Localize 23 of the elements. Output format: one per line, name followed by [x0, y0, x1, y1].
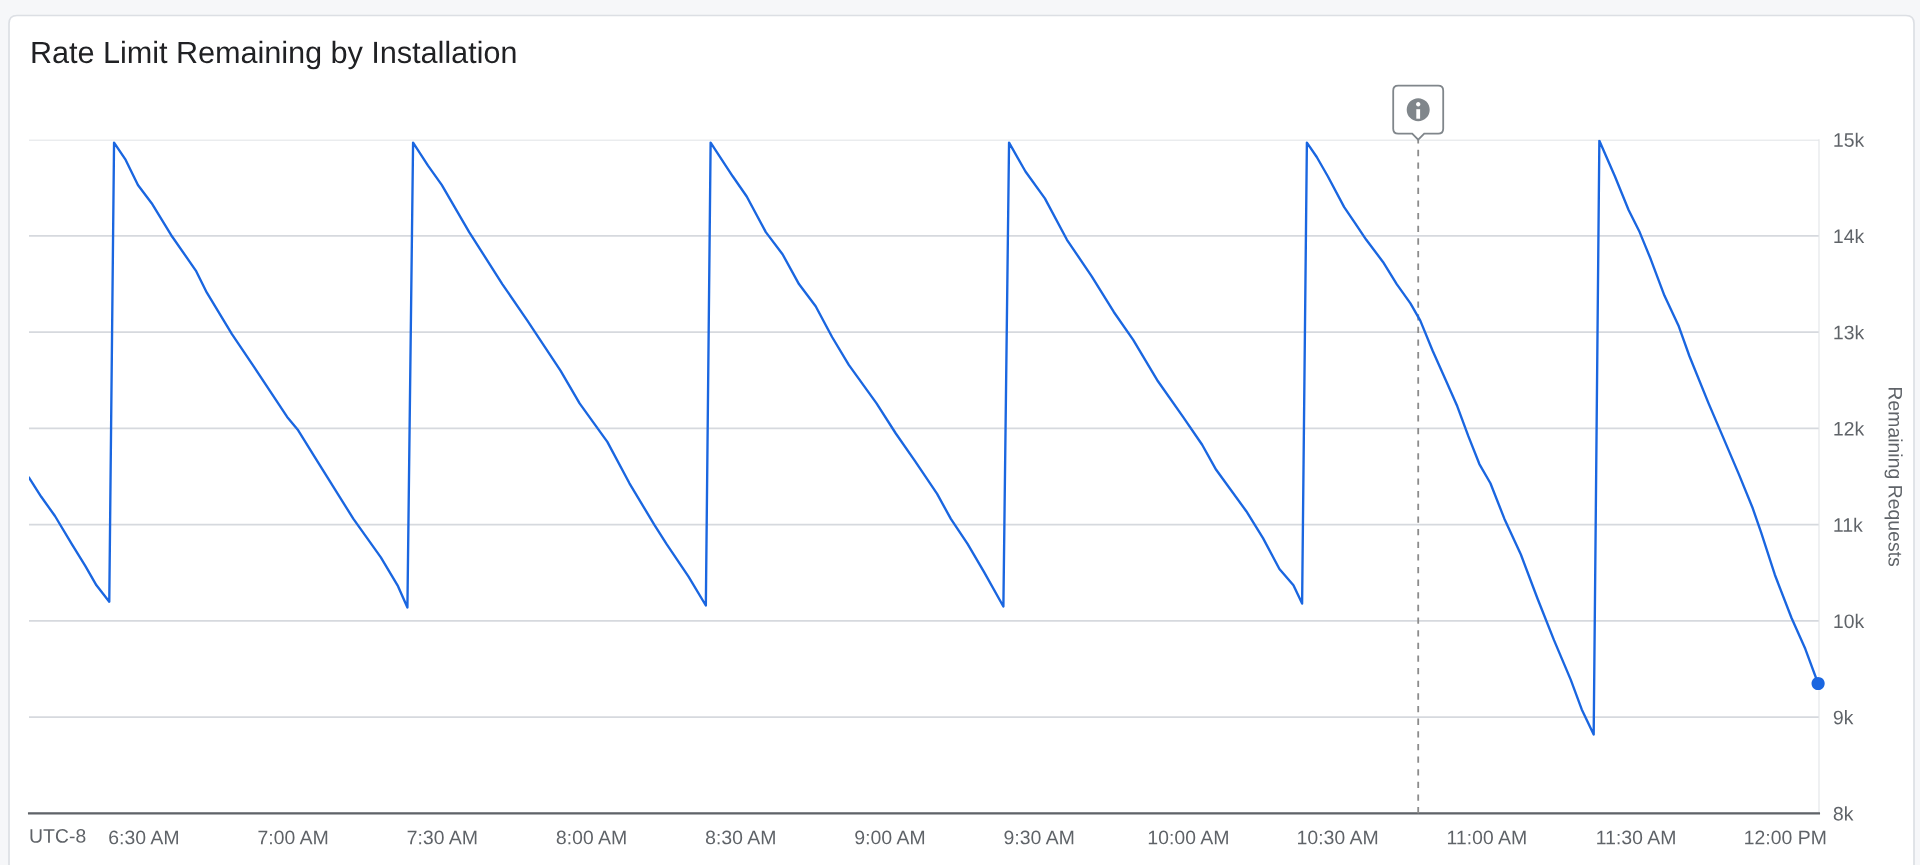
x-tick-label: 9:00 AM [855, 830, 925, 845]
x-tick-label: 8:30 AM [705, 830, 775, 845]
y-tick-label: 13k [1834, 325, 1865, 340]
y-axis-title: Remaining Requests [1884, 387, 1903, 567]
x-tick-label: 10:00 AM [1148, 830, 1228, 845]
x-tick-label: 11:00 AM [1447, 830, 1526, 845]
x-tick-label: 7:30 AM [407, 830, 477, 845]
y-tick-label: 8k [1833, 806, 1854, 821]
x-tick-label: 12:00 PM [1745, 830, 1826, 845]
x-tick-label: 8:00 AM [556, 830, 626, 845]
y-tick-label: 15k [1834, 132, 1865, 147]
x-tick-label: 10:30 AM [1298, 830, 1378, 845]
y-tick-label: 14k [1834, 228, 1865, 243]
x-tick-label: 11:30 AM [1597, 830, 1675, 845]
x-tick-label: 7:00 AM [258, 830, 328, 845]
y-tick-label: 12k [1834, 421, 1865, 436]
y-tick-label: 10k [1834, 613, 1865, 629]
y-tick-label: 11k [1834, 517, 1863, 532]
chart-title: Rate Limit Remaining by Installation [32, 40, 516, 70]
x-tick-label: 9:30 AM [1004, 830, 1074, 845]
y-tick-label: 9k [1833, 710, 1854, 725]
x-axis-title: UTC-8 [30, 829, 86, 843]
x-tick-label: 6:30 AM [109, 830, 178, 845]
